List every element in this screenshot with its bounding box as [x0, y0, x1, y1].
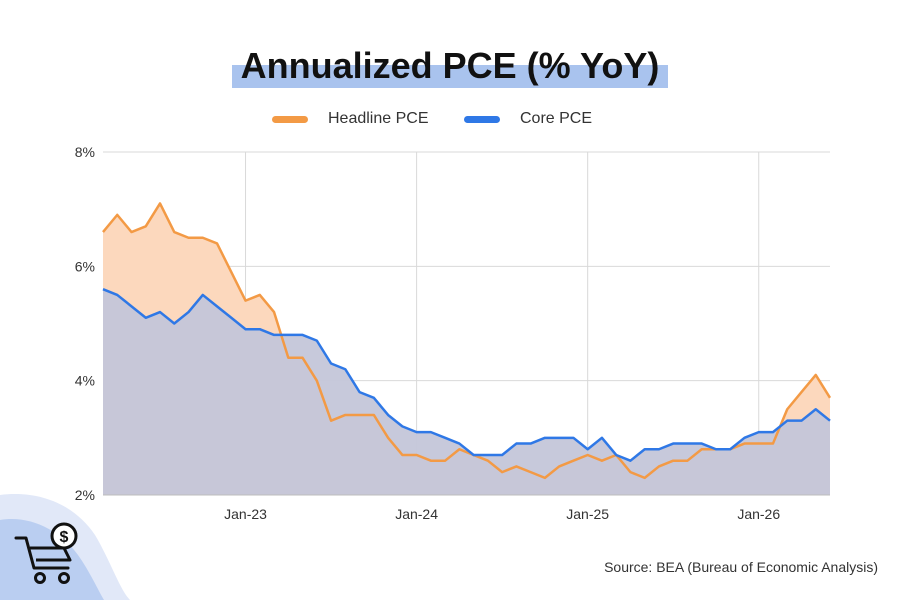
area-core: [103, 289, 830, 495]
x-tick-label: Jan-24: [395, 506, 438, 522]
chart-legend: Headline PCE Core PCE: [0, 108, 900, 130]
legend-item-core: Core PCE: [464, 108, 592, 130]
title-highlight: [232, 65, 668, 88]
series-line-headline: [102, 202, 832, 480]
legend-swatch-core: [464, 115, 500, 123]
legend-item-headline: Headline PCE: [272, 108, 429, 130]
y-tick-label: 2%: [75, 487, 95, 503]
y-tick-label: 4%: [75, 373, 95, 389]
series-line-core: [102, 288, 831, 462]
svg-text:$: $: [60, 529, 69, 546]
x-tick-label: Jan-26: [737, 506, 780, 522]
y-tick-label: 6%: [75, 258, 95, 274]
shopping-cart-dollar-icon: $: [14, 522, 78, 584]
source-note: Source: BEA (Bureau of Economic Analysis…: [604, 559, 878, 575]
legend-swatch-headline: [272, 115, 308, 123]
legend-label-headline: Headline PCE: [328, 110, 429, 127]
chart-title: Annualized PCE (% YoY): [240, 45, 660, 86]
x-tick-label: Jan-23: [224, 506, 267, 522]
x-tick-label: Jan-25: [566, 506, 609, 522]
y-tick-label: 8%: [75, 144, 95, 160]
legend-label-core: Core PCE: [520, 110, 593, 127]
